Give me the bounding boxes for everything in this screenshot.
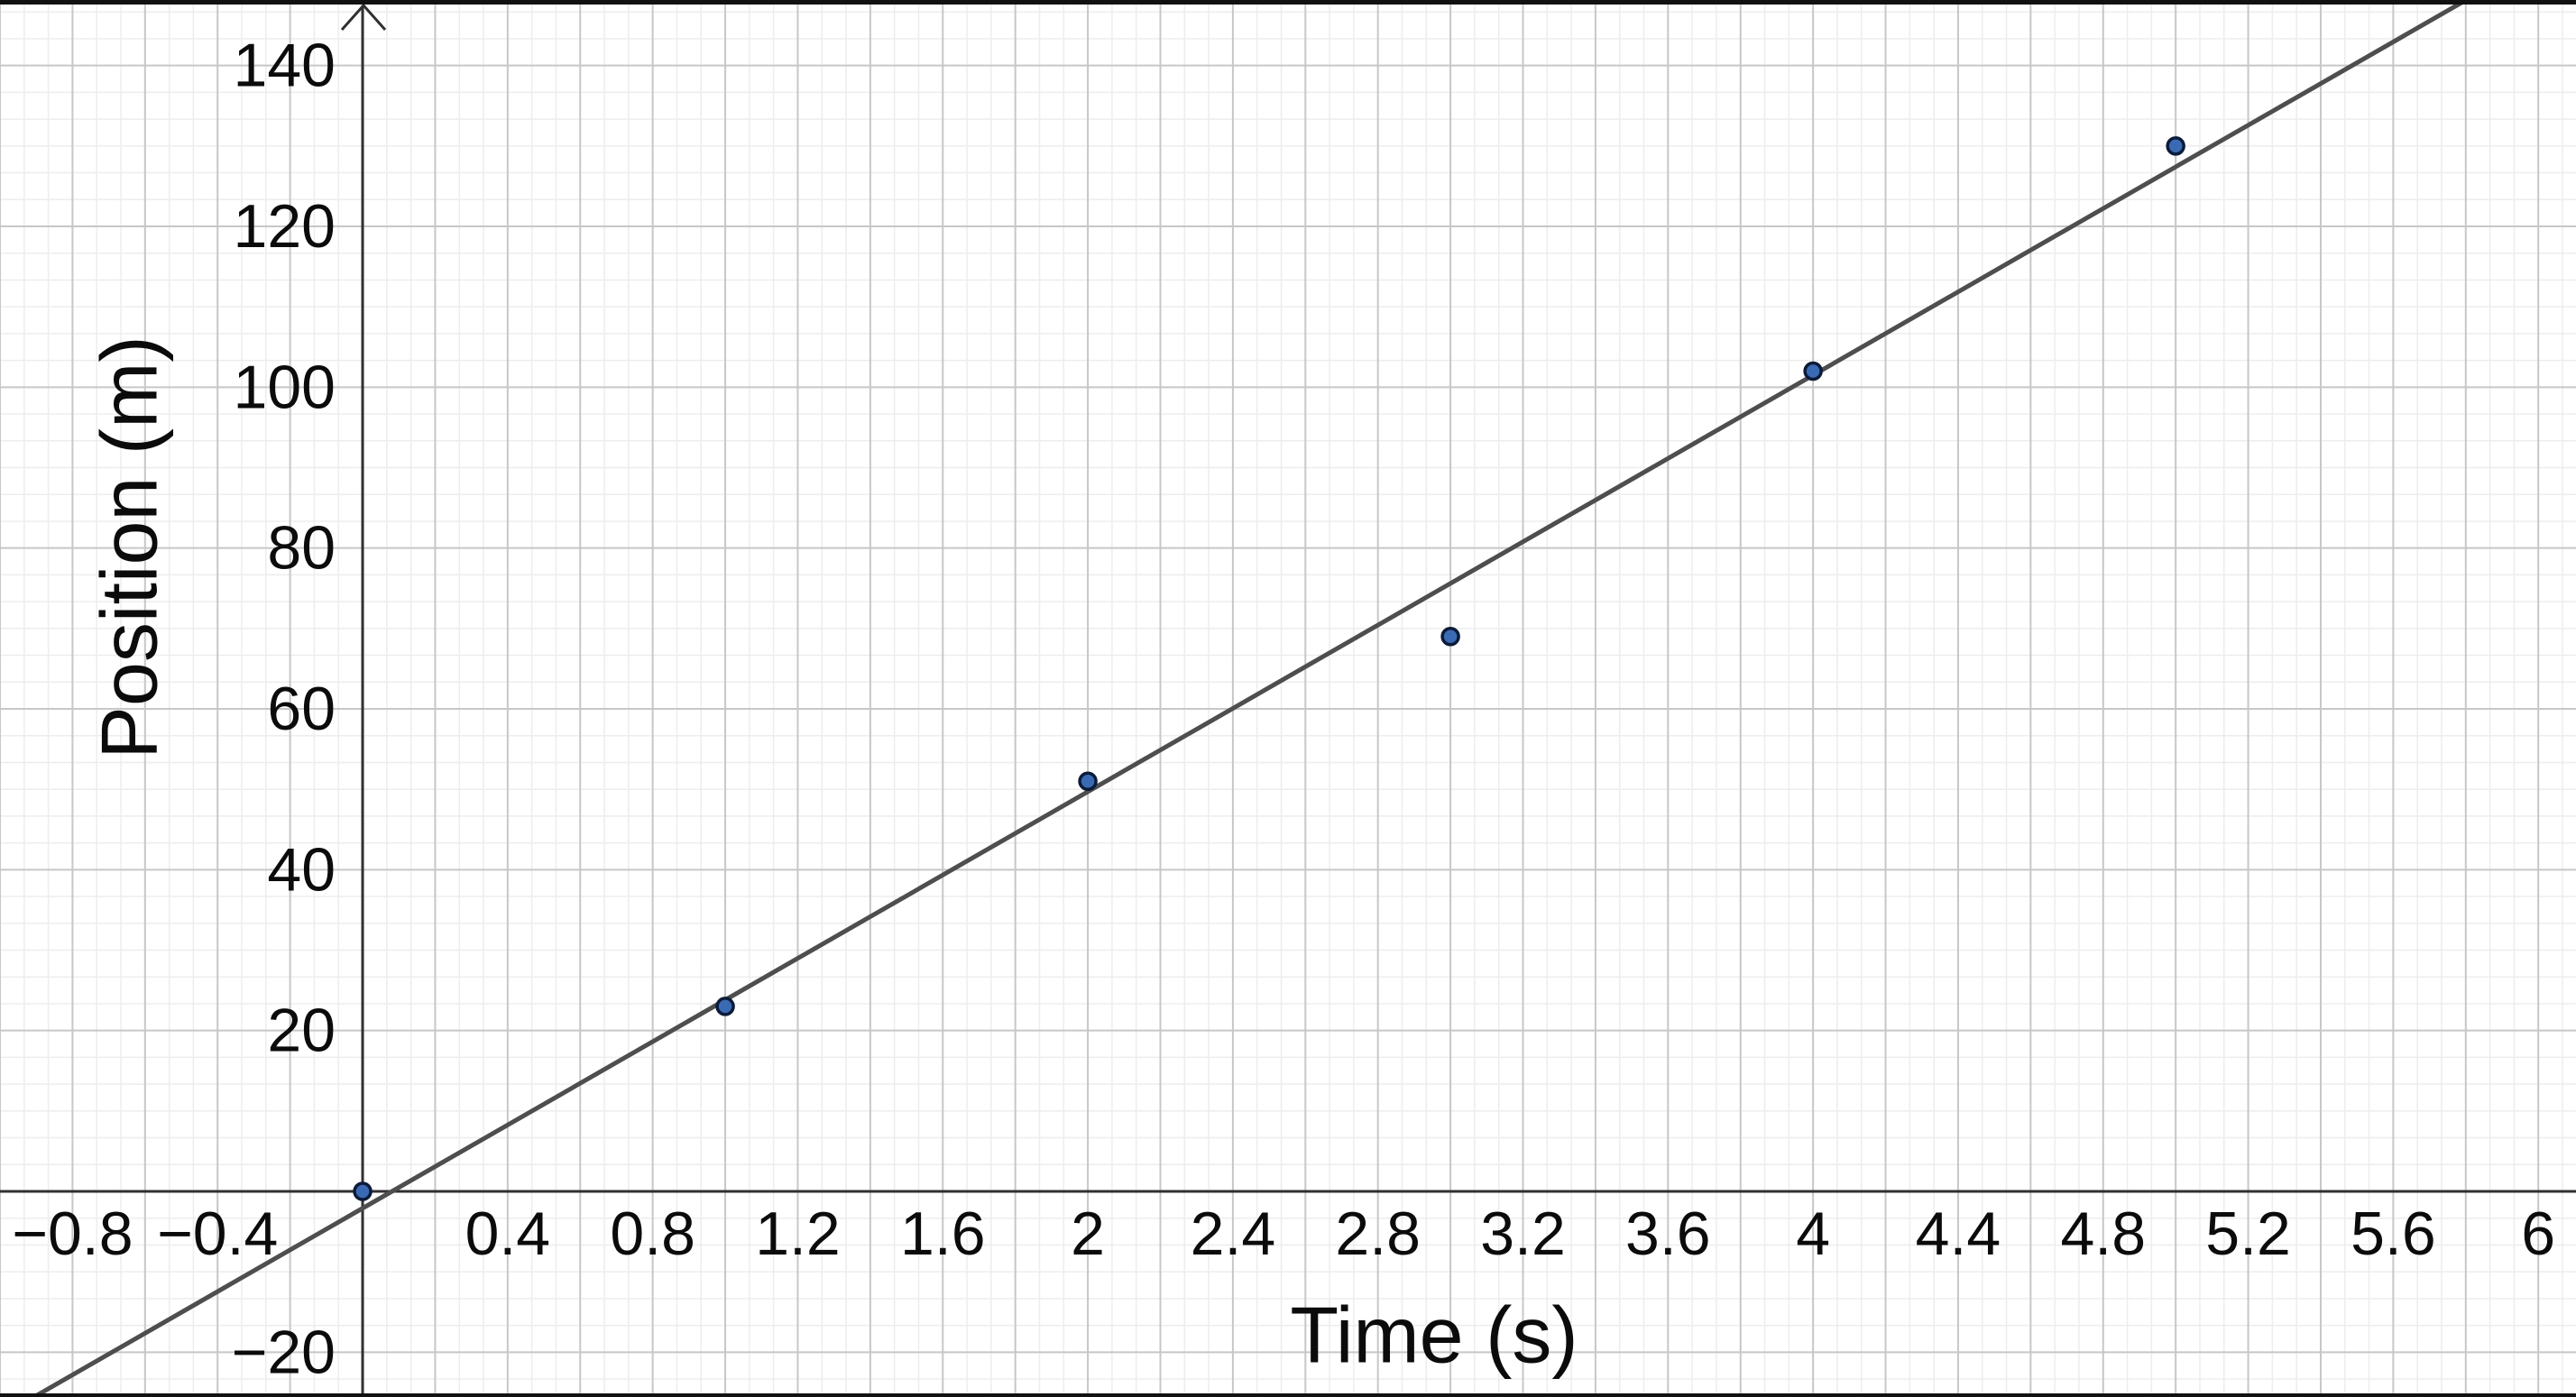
tick-labels: −0.8 −0.4 0.4 0.8 1.2 1.6 2 2.4 2.8 3.2 3.6 4 4.4 4.8…	[12, 32, 2555, 1387]
data-points-layer	[353, 136, 2185, 1201]
axes	[0, 3, 2576, 1397]
y-tick-label: 40	[267, 835, 336, 904]
x-tick-label: 2.8	[1335, 1199, 1421, 1268]
x-axis-title: Time (s)	[1290, 1291, 1578, 1380]
x-tick-label: 6	[2521, 1199, 2555, 1268]
y-tick-label: −20	[232, 1318, 336, 1386]
y-tick-label: 140	[234, 32, 336, 100]
x-tick-label: 4.8	[2060, 1199, 2146, 1268]
y-tick-label: 120	[234, 192, 336, 261]
x-tick-label: 2.4	[1191, 1199, 1276, 1268]
y-tick-label: 100	[234, 353, 336, 421]
x-tick-label: 0.4	[465, 1199, 551, 1268]
x-tick-label: 1.6	[900, 1199, 986, 1268]
x-tick-label: 1.2	[755, 1199, 841, 1268]
y-tick-label: 20	[267, 997, 336, 1065]
x-tick-label: 2	[1071, 1199, 1105, 1268]
x-tick-label: 5.2	[2205, 1199, 2291, 1268]
y-tick-label: 60	[267, 675, 336, 743]
x-tick-label: −0.4	[157, 1199, 278, 1268]
data-point[interactable]	[1803, 361, 1823, 381]
y-axis-arrow-icon	[340, 3, 387, 31]
x-tick-label: 0.8	[610, 1199, 695, 1268]
data-point[interactable]	[2166, 136, 2185, 156]
y-axis-title: Position (m)	[85, 335, 174, 758]
data-point[interactable]	[1078, 771, 1098, 792]
bottom-border	[0, 1393, 2576, 1397]
data-point[interactable]	[1440, 627, 1460, 647]
x-tick-label: 3.6	[1625, 1199, 1711, 1268]
x-tick-label: 5.6	[2351, 1199, 2436, 1268]
data-point[interactable]	[353, 1181, 373, 1201]
x-tick-label: 4.4	[1916, 1199, 2001, 1268]
x-tick-label: −0.8	[12, 1199, 133, 1268]
y-tick-label: 80	[267, 514, 336, 583]
x-tick-label: 3.2	[1480, 1199, 1566, 1268]
data-point[interactable]	[715, 997, 735, 1016]
x-tick-label: 4	[1796, 1199, 1830, 1268]
top-border	[0, 0, 2576, 5]
